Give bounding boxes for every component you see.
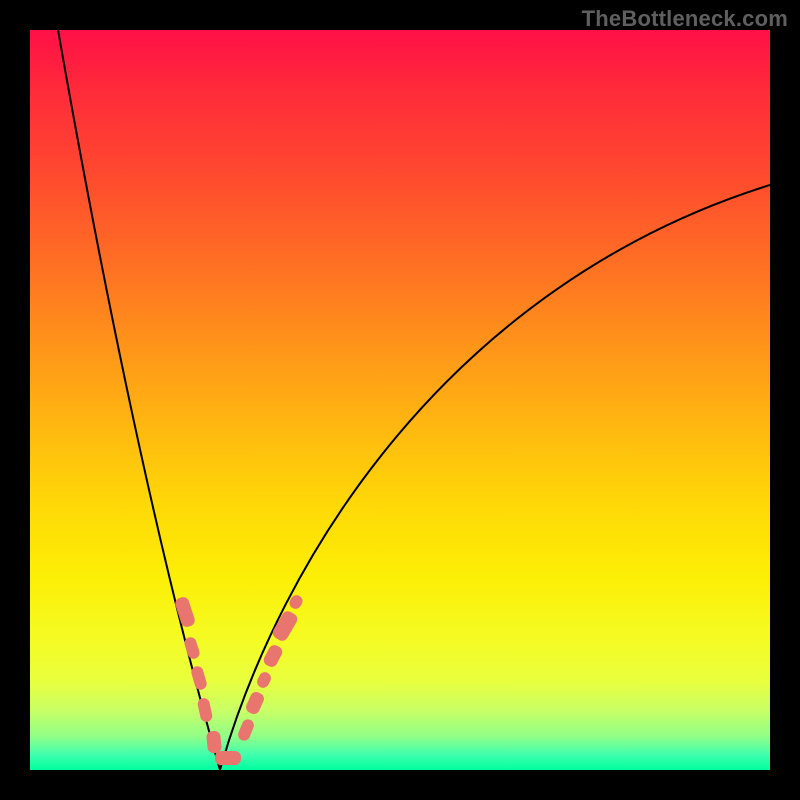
marker-7 — [244, 690, 266, 716]
marker-group — [174, 593, 305, 765]
marker-4 — [206, 730, 222, 753]
v-curve-left — [58, 30, 220, 770]
chart-frame: TheBottleneck.com — [0, 0, 800, 800]
watermark-text: TheBottleneck.com — [582, 6, 788, 32]
curve-layer — [30, 30, 770, 770]
marker-5 — [215, 751, 241, 765]
marker-2 — [190, 665, 208, 691]
marker-8 — [255, 670, 273, 690]
v-curve-right — [220, 185, 770, 770]
marker-3 — [197, 697, 214, 723]
plot-area — [30, 30, 770, 770]
marker-6 — [236, 718, 255, 743]
